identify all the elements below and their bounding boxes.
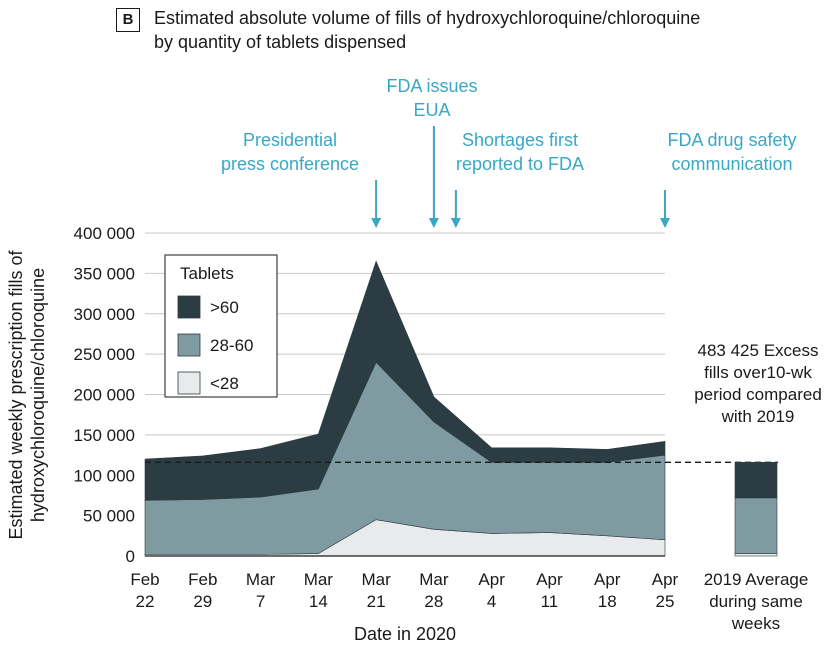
y-tick-label: 350 000 — [74, 264, 135, 283]
x-tick-label: Apr 11 — [536, 570, 563, 611]
excess-fills-note: 483 425 Excess fills over10-wk period comp… — [694, 341, 822, 426]
panel-letter: B — [116, 8, 140, 32]
series-area — [144, 260, 666, 501]
x-tick-label: Apr 25 — [652, 570, 679, 611]
y-tick-label: 0 — [126, 547, 135, 566]
event-arrow-head — [371, 218, 382, 228]
x-axis-label: Date in 2020 — [354, 624, 456, 644]
x-tick-label: Mar 21 — [361, 570, 391, 611]
legend-swatch — [177, 333, 201, 357]
event-annotation: FDA issues EUA — [386, 76, 477, 120]
comparison-bar-segment — [734, 553, 778, 557]
y-tick-label: 50 000 — [83, 507, 135, 526]
comparison-bar-segment — [734, 497, 778, 554]
legend-swatch — [177, 295, 201, 319]
y-tick-label: 150 000 — [74, 426, 135, 445]
y-tick-label: 400 000 — [74, 224, 135, 243]
legend-label: 28-60 — [210, 336, 253, 355]
event-arrow-head — [660, 218, 670, 228]
event-arrow-head — [450, 218, 461, 228]
x-tick-label: Apr 4 — [478, 570, 505, 611]
event-annotation: Presidential press conference — [221, 130, 359, 174]
legend-label: >60 — [210, 298, 239, 317]
event-arrow-head — [428, 218, 439, 228]
x-tick-label: Apr 18 — [594, 570, 621, 611]
legend-swatch — [177, 371, 201, 395]
y-tick-label: 300 000 — [74, 305, 135, 324]
x-tick-label: Mar 14 — [304, 570, 334, 611]
chart-title: Estimated absolute volume of fills of hy… — [154, 8, 701, 52]
legend-title: Tablets — [180, 264, 234, 283]
event-annotation: Shortages first reported to FDA — [456, 130, 584, 174]
comparison-bar-segment — [734, 462, 778, 499]
y-tick-label: 200 000 — [74, 386, 135, 405]
x-tick-label: Mar 28 — [419, 570, 449, 611]
y-tick-label: 250 000 — [74, 345, 135, 364]
event-annotation: FDA drug safety communication — [667, 130, 796, 174]
y-axis-label: Estimated weekly prescription fills of hy… — [6, 249, 48, 539]
comparison-bar-label: 2019 Average during same weeks — [704, 570, 809, 633]
x-tick-label: Mar 7 — [246, 570, 276, 611]
x-tick-label: Feb 22 — [130, 570, 159, 611]
legend-label: <28 — [210, 374, 239, 393]
x-tick-label: Feb 29 — [188, 570, 217, 611]
y-tick-label: 100 000 — [74, 466, 135, 485]
